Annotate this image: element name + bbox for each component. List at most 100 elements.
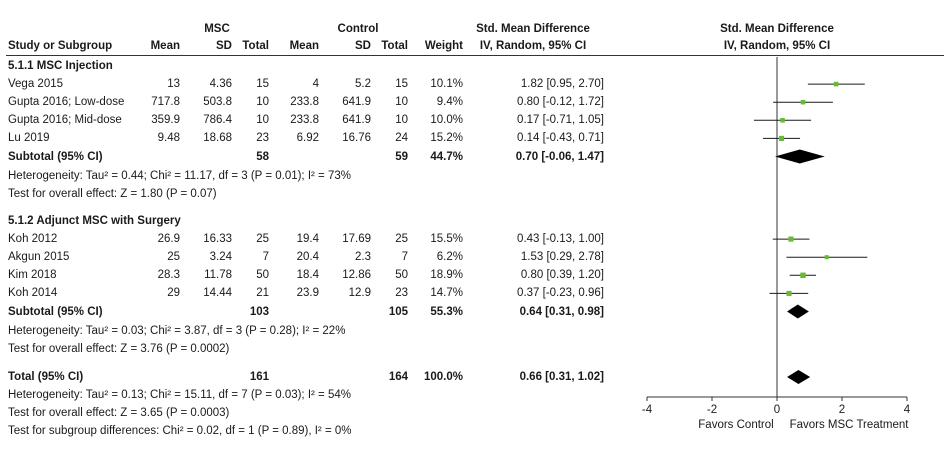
control-total: 23 bbox=[395, 287, 408, 300]
pooled-diamond bbox=[787, 304, 809, 319]
header-mean-control: Mean bbox=[289, 40, 319, 52]
msc-total: 161 bbox=[249, 371, 269, 383]
effect-ci: 1.53 [0.29, 2.78] bbox=[520, 251, 604, 264]
control-total: 25 bbox=[395, 233, 408, 246]
control-total: 59 bbox=[395, 150, 408, 163]
subgroup-difference-text: Test for subgroup differences: Chi² = 0.… bbox=[8, 425, 352, 437]
overall-effect-text: Test for overall effect: Z = 3.76 (P = 0… bbox=[8, 342, 230, 355]
effect-ci: 0.17 [-0.71, 1.05] bbox=[517, 114, 604, 127]
overall-effect-text: Test for overall effect: Z = 1.80 (P = 0… bbox=[8, 187, 217, 200]
control-total: 164 bbox=[388, 371, 408, 383]
control-mean: 233.8 bbox=[290, 114, 319, 127]
point-estimate-marker bbox=[780, 118, 785, 123]
msc-total: 25 bbox=[256, 233, 269, 246]
weight-value: 44.7% bbox=[430, 150, 463, 163]
effect-ci: 0.43 [-0.13, 1.00] bbox=[517, 233, 604, 246]
msc-sd: 16.33 bbox=[203, 233, 232, 246]
control-sd: 641.9 bbox=[342, 96, 371, 109]
control-total: 24 bbox=[395, 132, 408, 145]
header-mean-msc: Mean bbox=[150, 40, 180, 52]
control-sd: 2.3 bbox=[355, 251, 371, 264]
msc-mean: 26.9 bbox=[157, 233, 180, 246]
heterogeneity-text: Heterogeneity: Tau² = 0.03; Chi² = 3.87,… bbox=[8, 324, 346, 337]
pooled-diamond bbox=[787, 370, 811, 384]
favors-right-label: Favors MSC Treatment bbox=[790, 419, 910, 431]
header-weight: Weight bbox=[424, 40, 463, 52]
study-label: Lu 2019 bbox=[8, 132, 50, 145]
header-effect-sub: IV, Random, 95% CI bbox=[479, 40, 587, 52]
weight-value: 55.3% bbox=[430, 305, 463, 318]
control-total: 7 bbox=[401, 251, 408, 264]
weight-value: 15.5% bbox=[430, 233, 463, 246]
study-label: Koh 2012 bbox=[8, 233, 58, 246]
effect-ci: 0.14 [-0.43, 0.71] bbox=[517, 132, 604, 145]
study-label: Vega 2015 bbox=[8, 78, 64, 91]
weight-value: 15.2% bbox=[430, 132, 463, 145]
point-estimate-marker bbox=[824, 255, 829, 260]
header-total-control: Total bbox=[381, 40, 408, 52]
control-total: 10 bbox=[395, 114, 408, 127]
favors-left-label: Favors Control bbox=[698, 419, 773, 431]
msc-mean: 359.9 bbox=[151, 114, 180, 127]
effect-ci: 0.64 [0.31, 0.98] bbox=[519, 305, 604, 318]
control-mean: 19.4 bbox=[296, 233, 319, 246]
x-tick-label: -2 bbox=[707, 404, 717, 416]
control-sd: 12.9 bbox=[348, 287, 371, 300]
control-sd: 5.2 bbox=[355, 78, 371, 91]
subtotal-label: Total (95% CI) bbox=[8, 371, 84, 383]
header-effect: Std. Mean Difference bbox=[476, 23, 590, 35]
msc-total: 7 bbox=[262, 251, 269, 264]
study-label: Gupta 2016; Low-dose bbox=[8, 96, 125, 109]
control-sd: 12.86 bbox=[342, 269, 371, 282]
header-sd-msc: SD bbox=[216, 40, 232, 52]
msc-total: 23 bbox=[256, 132, 269, 145]
weight-value: 6.2% bbox=[436, 251, 463, 264]
x-tick-label: 2 bbox=[839, 404, 845, 416]
msc-total: 10 bbox=[256, 96, 269, 109]
subtotal-label: Subtotal (95% CI) bbox=[8, 305, 103, 318]
header-sd-control: SD bbox=[355, 40, 371, 52]
header-study: Study or Subgroup bbox=[8, 40, 113, 52]
point-estimate-marker bbox=[778, 135, 785, 141]
header-total-msc: Total bbox=[242, 40, 269, 52]
weight-value: 100.0% bbox=[423, 371, 463, 383]
study-label: Koh 2014 bbox=[8, 287, 58, 300]
total-heterogeneity-text: Heterogeneity: Tau² = 0.13; Chi² = 15.11… bbox=[8, 389, 351, 401]
x-tick-label: 4 bbox=[904, 404, 911, 416]
forest-plot-graphic: -4 -2 0 2 4 Favors Control Favors MSC Treatmen… bbox=[642, 57, 911, 431]
point-estimate-marker bbox=[788, 236, 794, 242]
subgroup-title: 5.1.2 Adjunct MSC with Surgery bbox=[8, 215, 181, 227]
msc-sd: 3.24 bbox=[209, 251, 232, 264]
control-mean: 23.9 bbox=[296, 287, 319, 300]
x-tick-label: -4 bbox=[642, 404, 653, 416]
msc-mean: 9.48 bbox=[157, 132, 180, 145]
msc-sd: 503.8 bbox=[203, 96, 232, 109]
msc-total: 103 bbox=[249, 305, 269, 318]
control-sd: 17.69 bbox=[342, 233, 371, 246]
x-tick-label: 0 bbox=[774, 404, 780, 416]
control-total: 15 bbox=[395, 78, 408, 91]
point-estimate-marker bbox=[786, 290, 792, 296]
effect-ci: 0.80 [-0.12, 1.72] bbox=[517, 96, 604, 109]
control-mean: 4 bbox=[312, 78, 319, 91]
heterogeneity-text: Heterogeneity: Tau² = 0.44; Chi² = 11.17… bbox=[8, 169, 351, 182]
control-sd: 16.76 bbox=[342, 132, 371, 145]
control-total: 50 bbox=[395, 269, 408, 282]
pooled-diamond bbox=[775, 149, 825, 164]
control-total: 105 bbox=[388, 305, 408, 318]
msc-total: 58 bbox=[256, 150, 269, 163]
study-label: Gupta 2016; Mid-dose bbox=[8, 114, 122, 127]
msc-total: 15 bbox=[256, 78, 269, 91]
point-estimate-marker bbox=[800, 99, 806, 105]
msc-sd: 14.44 bbox=[203, 287, 232, 300]
msc-total: 10 bbox=[256, 114, 269, 127]
subgroup-title: 5.1.1 MSC Injection bbox=[8, 60, 113, 72]
control-mean: 20.4 bbox=[296, 251, 319, 264]
control-mean: 6.92 bbox=[296, 132, 319, 145]
header-plot-title: Std. Mean Difference bbox=[720, 23, 834, 35]
msc-mean: 25 bbox=[167, 251, 180, 264]
weight-value: 14.7% bbox=[430, 287, 463, 300]
control-total: 10 bbox=[395, 96, 408, 109]
control-mean: 233.8 bbox=[290, 96, 319, 109]
weight-value: 9.4% bbox=[436, 96, 463, 109]
